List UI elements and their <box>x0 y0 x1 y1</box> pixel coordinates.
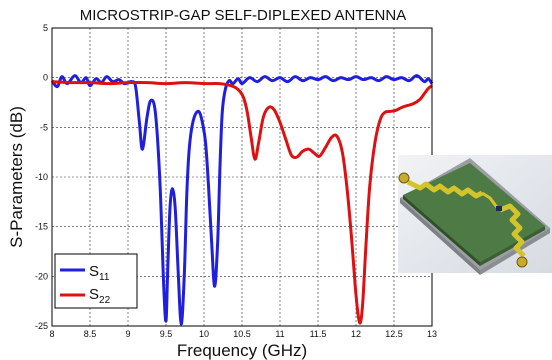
meander-line-right <box>499 203 526 258</box>
microstrip-gap <box>496 206 502 211</box>
x-tick-label: 11 <box>275 329 284 339</box>
x-tick-label: 11.5 <box>310 329 327 339</box>
y-tick-label: 0 <box>43 73 48 83</box>
ground-plane-edge <box>400 198 480 275</box>
legend-name-s11: S <box>89 263 99 280</box>
x-axis-label: Frequency (GHz) <box>177 341 307 360</box>
antenna-inset-image <box>398 155 552 275</box>
series-line-s22 <box>51 80 433 325</box>
legend: S11 S22 <box>54 253 138 309</box>
meander-line-top <box>406 179 484 199</box>
tick-labels: 8 8.5 9 9.5 10 10.5 11 11.5 12 12.5 13 5 0 -5 -10 -15 -2… <box>35 23 437 339</box>
legend-label-s22: S22 <box>89 286 111 306</box>
x-tick-label: 10 <box>199 329 209 339</box>
y-tick-label: -15 <box>35 222 48 232</box>
x-tick-label: 12 <box>351 329 361 339</box>
x-tick-label: 8.5 <box>84 329 97 339</box>
connector-top <box>398 172 410 184</box>
x-tick-label: 12.5 <box>385 329 403 339</box>
legend-label-s11: S11 <box>89 263 110 283</box>
connector-bottom <box>516 256 528 268</box>
substrate-side <box>480 226 545 266</box>
series-layer <box>50 74 434 326</box>
legend-name-s22: S <box>89 286 99 303</box>
x-tick-label: 9.5 <box>160 329 173 339</box>
x-tick-label: 13 <box>427 329 437 339</box>
legend-sub-s22: 22 <box>99 295 111 306</box>
x-tick-label: 10.5 <box>233 329 251 339</box>
substrate-edge <box>403 195 480 266</box>
chart-title: MICROSTRIP-GAP SELF-DIPLEXED ANTENNA <box>80 7 406 24</box>
ground-plane-side <box>480 228 550 275</box>
x-tick-label: 9 <box>125 329 130 339</box>
y-tick-label: -20 <box>35 271 48 281</box>
y-tick-label: -25 <box>35 321 48 331</box>
legend-box <box>54 253 138 309</box>
y-tick-label: -10 <box>35 172 48 182</box>
y-tick-label: -5 <box>40 122 48 132</box>
x-tick-label: 8 <box>49 329 54 339</box>
y-tick-label: 5 <box>43 23 48 33</box>
legend-sub-s11: 11 <box>99 272 110 283</box>
y-axis-label: S-Parameters (dB) <box>7 106 26 248</box>
